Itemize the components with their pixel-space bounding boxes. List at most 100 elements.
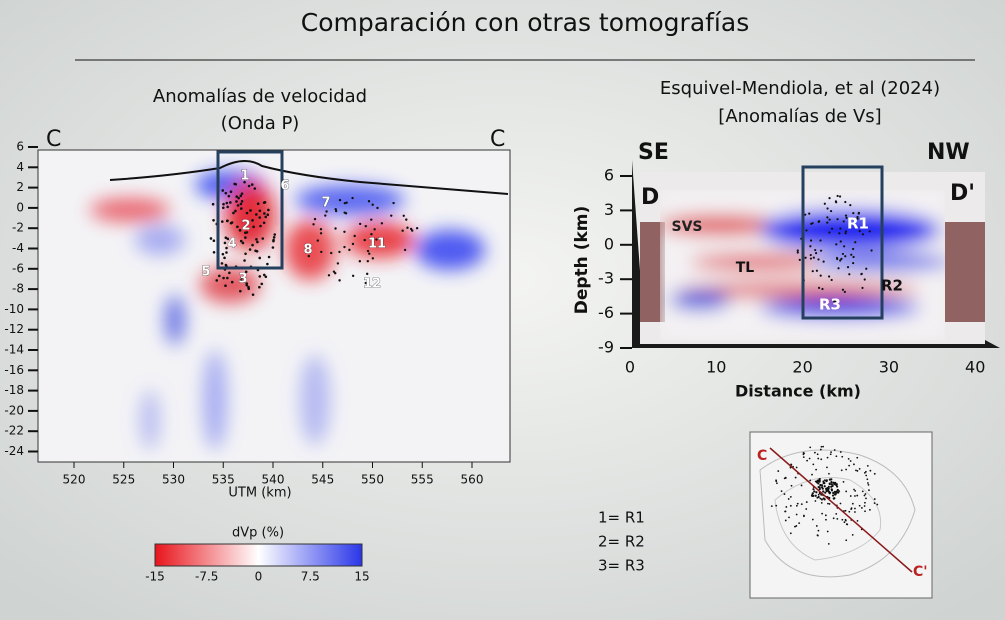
y-tick-label: -8	[12, 282, 24, 296]
corner-label: D'	[950, 181, 975, 206]
seismic-event	[845, 523, 848, 526]
region-label: 12	[363, 277, 381, 292]
seismic-event	[373, 228, 376, 231]
map-contour	[774, 477, 882, 561]
seismic-event	[239, 207, 243, 210]
y-tick-label: -12	[4, 322, 24, 336]
region-label: 5	[201, 265, 210, 280]
seismic-event	[248, 248, 252, 251]
colorbar-tick-label: 15	[354, 570, 369, 584]
seismic-event	[845, 490, 848, 493]
seismic-event	[856, 215, 859, 219]
seismic-event	[866, 478, 869, 481]
y-tick-label: 6	[16, 140, 24, 154]
x-tick-label: 10	[706, 358, 726, 377]
seismic-event	[817, 220, 820, 223]
seismic-event	[358, 260, 362, 263]
y-tick-label: 2	[16, 180, 24, 194]
seismic-event	[788, 516, 790, 519]
y-axis-label: Depth (km)	[572, 206, 592, 315]
seismic-event	[830, 489, 834, 492]
y-tick-label: -2	[12, 221, 24, 235]
seismic-event	[348, 248, 351, 252]
seismic-event	[830, 481, 833, 484]
seismic-event	[869, 469, 872, 472]
seismic-event	[839, 451, 842, 453]
seismic-event	[228, 271, 231, 275]
seismic-event	[868, 489, 870, 492]
seismic-event	[814, 248, 817, 252]
seismic-event	[230, 280, 234, 284]
seismic-event	[805, 508, 808, 510]
seismic-event	[851, 533, 854, 536]
seismic-event	[846, 266, 850, 269]
seismic-event	[334, 227, 337, 230]
corner-label: SE	[638, 140, 669, 165]
seismic-event	[845, 468, 848, 471]
seismic-event	[853, 463, 855, 466]
seismic-event	[225, 251, 228, 254]
seismic-event	[776, 482, 778, 485]
seismic-event	[821, 487, 824, 490]
seismic-event	[811, 518, 814, 521]
x-tick-label: 560	[461, 473, 484, 487]
seismic-event	[829, 209, 833, 213]
region-label: 1	[240, 169, 249, 184]
seismic-event	[244, 270, 248, 274]
corner-label: D	[641, 185, 659, 210]
seismic-event	[795, 466, 798, 469]
seismic-event	[860, 507, 863, 509]
right-title: Esquivel-Mendiola, et al (2024)	[660, 78, 940, 99]
seismic-event	[802, 453, 805, 456]
y-tick-label: -10	[4, 302, 24, 316]
y-tick-label: 4	[16, 160, 24, 174]
seismic-event	[815, 269, 819, 272]
seismic-event	[863, 505, 866, 507]
seismic-event	[251, 243, 254, 247]
seismic-event	[784, 519, 787, 522]
seismic-event	[834, 492, 837, 496]
seismic-event	[272, 236, 276, 239]
highlight-box	[216, 150, 284, 270]
seismic-event	[809, 257, 813, 260]
seismic-event	[832, 497, 835, 500]
y-tick-label: -24	[4, 444, 24, 458]
seismic-event	[814, 500, 817, 502]
seismic-event	[371, 257, 375, 260]
seismic-event	[258, 285, 261, 289]
seismic-event	[785, 506, 788, 508]
seismic-event	[789, 532, 792, 535]
map-contour	[759, 449, 916, 578]
seismic-event	[819, 497, 822, 500]
y-tick-label: -14	[4, 343, 24, 357]
seismic-event	[839, 259, 842, 262]
seismic-event	[810, 222, 813, 225]
seismic-event	[403, 248, 407, 252]
seismic-event	[819, 274, 822, 277]
x-axis-label: UTM (km)	[228, 486, 291, 501]
seismic-event	[863, 278, 866, 281]
seismic-event	[852, 247, 855, 251]
seismic-event	[239, 289, 242, 293]
seismic-event	[864, 501, 866, 504]
seismic-event	[828, 472, 830, 475]
seismic-event	[211, 202, 215, 206]
seismic-event	[238, 229, 242, 232]
seismic-event	[353, 234, 356, 238]
seismic-event	[264, 275, 268, 279]
map-seismicity	[770, 445, 879, 545]
seismic-event	[853, 488, 855, 491]
y-tick-label: 6	[604, 166, 614, 185]
seismic-event	[841, 252, 845, 256]
seismic-event	[255, 213, 258, 216]
seismic-event	[849, 203, 852, 207]
seismic-event	[780, 490, 783, 493]
seismic-event	[828, 503, 831, 505]
seismic-event	[844, 230, 848, 233]
seismic-event	[845, 539, 848, 542]
region-label: 7	[321, 196, 330, 211]
seismic-event	[835, 483, 838, 486]
seismic-event	[841, 288, 845, 291]
seismic-event	[852, 261, 855, 265]
seismic-event	[812, 256, 815, 259]
